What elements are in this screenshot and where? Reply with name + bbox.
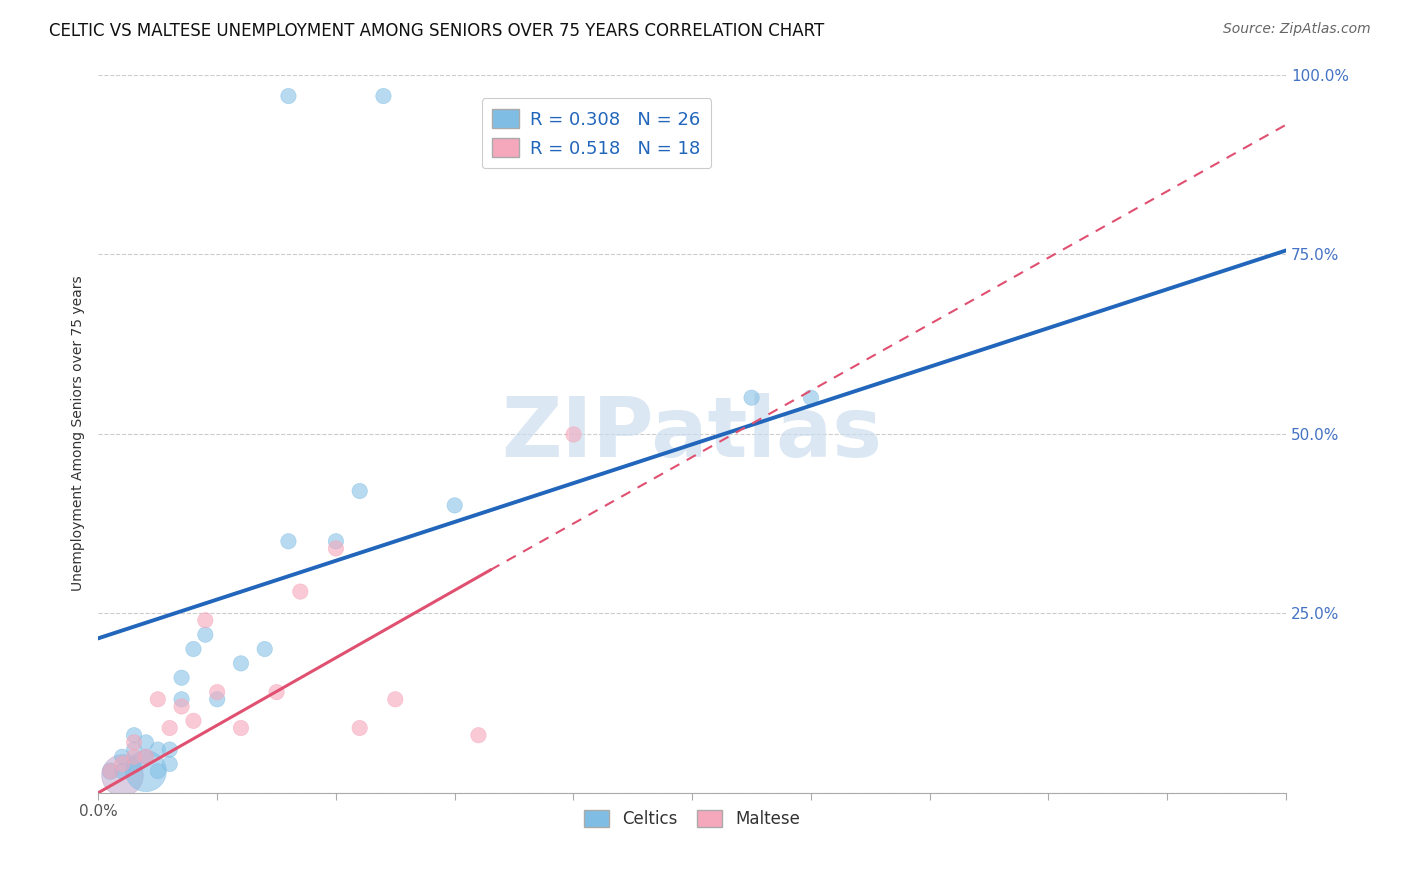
Text: ZIPatlas: ZIPatlas: [502, 393, 883, 474]
Point: [325, 534, 347, 549]
Point: [111, 749, 134, 764]
Point: [135, 735, 157, 749]
Point: [194, 628, 217, 642]
Point: [194, 613, 217, 627]
Point: [741, 391, 763, 405]
Legend: Celtics, Maltese: Celtics, Maltese: [576, 803, 807, 835]
Point: [170, 699, 193, 714]
Point: [98, 764, 121, 778]
Point: [170, 671, 193, 685]
Point: [98, 764, 121, 778]
Point: [111, 756, 134, 771]
Point: [205, 685, 228, 699]
Point: [122, 728, 145, 742]
Point: [800, 391, 823, 405]
Y-axis label: Unemployment Among Seniors over 75 years: Unemployment Among Seniors over 75 years: [72, 276, 86, 591]
Point: [122, 756, 145, 771]
Point: [159, 721, 181, 735]
Point: [229, 721, 252, 735]
Point: [183, 642, 205, 657]
Point: [253, 642, 276, 657]
Point: [443, 499, 465, 513]
Point: [159, 742, 181, 756]
Point: [349, 483, 371, 498]
Point: [277, 534, 299, 549]
Point: [111, 767, 134, 781]
Point: [229, 657, 252, 671]
Point: [205, 692, 228, 706]
Point: [122, 735, 145, 749]
Point: [349, 721, 371, 735]
Point: [562, 426, 585, 441]
Point: [135, 749, 157, 764]
Point: [135, 749, 157, 764]
Point: [159, 756, 181, 771]
Point: [135, 764, 157, 778]
Point: [146, 742, 169, 756]
Point: [384, 692, 406, 706]
Point: [467, 728, 489, 742]
Point: [277, 89, 299, 103]
Point: [146, 764, 169, 778]
Text: Source: ZipAtlas.com: Source: ZipAtlas.com: [1223, 22, 1371, 37]
Point: [122, 742, 145, 756]
Text: CELTIC VS MALTESE UNEMPLOYMENT AMONG SENIORS OVER 75 YEARS CORRELATION CHART: CELTIC VS MALTESE UNEMPLOYMENT AMONG SEN…: [49, 22, 824, 40]
Point: [266, 685, 288, 699]
Point: [146, 692, 169, 706]
Point: [111, 764, 134, 778]
Point: [373, 89, 395, 103]
Point: [170, 692, 193, 706]
Point: [325, 541, 347, 556]
Point: [122, 749, 145, 764]
Point: [183, 714, 205, 728]
Point: [290, 584, 312, 599]
